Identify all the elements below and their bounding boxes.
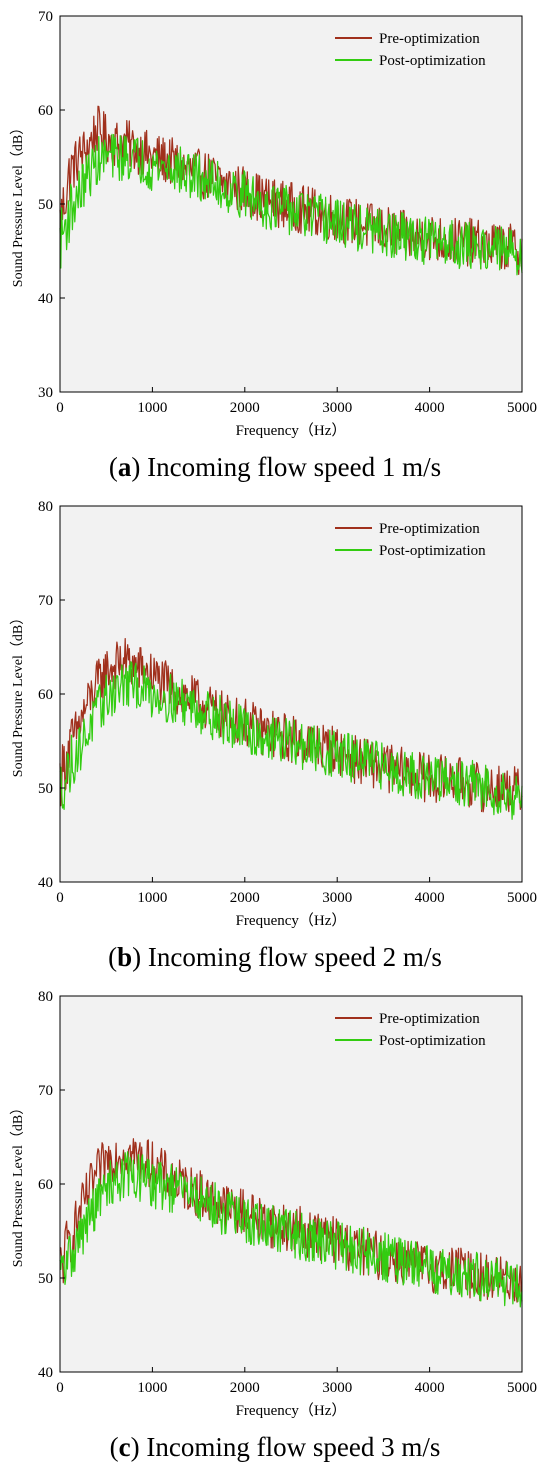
x-tick-label-c-0: 0 xyxy=(56,1380,64,1396)
y-tick-label-a-1: 40 xyxy=(38,291,53,307)
caption-b-text: Incoming flow speed 2 m/s xyxy=(147,942,442,972)
legend-label-a-post: Post-optimization xyxy=(379,53,486,69)
x-tick-label-b-3: 3000 xyxy=(322,890,352,906)
chart-c-svg: 0 1000 2000 3000 4000 5000 40 50 60 70 80 Frequency… xyxy=(10,989,537,1419)
legend-label-c-pre: Pre-optimization xyxy=(379,1011,480,1027)
x-tick-label-a-3: 3000 xyxy=(322,400,352,416)
y-tick-label-c-0: 40 xyxy=(38,1365,53,1381)
y-tick-label-c-1: 50 xyxy=(38,1271,53,1287)
caption-b-tag: b xyxy=(117,942,133,972)
y-tick-label-c-4: 80 xyxy=(38,989,53,1005)
chart-b-svg: 0 1000 2000 3000 4000 5000 40 50 60 70 80 Frequency… xyxy=(10,499,537,929)
caption-c-text: Incoming flow speed 3 m/s xyxy=(146,1432,441,1462)
y-tick-label-c-3: 70 xyxy=(38,1083,53,1099)
x-tick-label-c-2: 2000 xyxy=(230,1380,260,1396)
x-tick-label-c-1: 1000 xyxy=(137,1380,167,1396)
y-axis-label-b: Sound Pressure Level（dB） xyxy=(10,611,26,777)
y-tick-label-a-2: 50 xyxy=(38,197,53,213)
chart-panel-b: 0 1000 2000 3000 4000 5000 40 50 60 70 80 Frequency… xyxy=(0,490,550,980)
chart-panel-c: 0 1000 2000 3000 4000 5000 40 50 60 70 80 Frequency… xyxy=(0,980,550,1470)
chart-panel-a: 0 1000 2000 3000 4000 5000 30 40 50 60 70 Frequency… xyxy=(0,0,550,490)
x-tick-label-c-5: 5000 xyxy=(507,1380,537,1396)
y-tick-label-a-3: 60 xyxy=(38,103,53,119)
caption-a-tag: a xyxy=(117,452,132,482)
y-tick-label-b-2: 60 xyxy=(38,687,53,703)
x-axis-label-a: Frequency（Hz） xyxy=(236,422,347,439)
legend-label-a-pre: Pre-optimization xyxy=(379,31,480,47)
x-tick-label-a-0: 0 xyxy=(56,400,64,416)
y-axis-label-a: Sound Pressure Level（dB） xyxy=(10,121,26,287)
caption-b: (b) Incoming flow speed 2 m/s xyxy=(108,942,442,972)
y-tick-label-b-1: 50 xyxy=(38,781,53,797)
y-tick-label-b-3: 70 xyxy=(38,593,53,609)
x-tick-label-c-4: 4000 xyxy=(415,1380,445,1396)
series-line-a-post xyxy=(59,133,523,276)
x-tick-label-b-1: 1000 xyxy=(137,890,167,906)
y-tick-label-b-4: 80 xyxy=(38,499,53,515)
legend-label-b-pre: Pre-optimization xyxy=(379,521,480,537)
x-tick-label-a-2: 2000 xyxy=(230,400,260,416)
y-tick-label-b-0: 40 xyxy=(38,875,53,891)
x-tick-label-a-1: 1000 xyxy=(137,400,167,416)
x-axis-label-b: Frequency（Hz） xyxy=(236,912,347,929)
x-tick-label-b-2: 2000 xyxy=(230,890,260,906)
caption-c-tag: c xyxy=(118,1432,131,1462)
legend-label-b-post: Post-optimization xyxy=(379,543,486,559)
x-tick-label-b-5: 5000 xyxy=(507,890,537,906)
x-tick-label-b-4: 4000 xyxy=(415,890,445,906)
y-tick-label-a-4: 70 xyxy=(38,9,53,25)
caption-a: (a) Incoming flow speed 1 m/s xyxy=(108,452,442,482)
y-tick-label-a-0: 30 xyxy=(38,385,53,401)
legend-label-c-post: Post-optimization xyxy=(379,1033,486,1049)
caption-a-text: Incoming flow speed 1 m/s xyxy=(147,452,442,482)
y-axis-label-c: Sound Pressure Level（dB） xyxy=(10,1101,26,1267)
series-line-c-post xyxy=(59,1151,523,1308)
chart-a-svg: 0 1000 2000 3000 4000 5000 30 40 50 60 70 Frequency… xyxy=(10,9,537,439)
x-tick-label-a-5: 5000 xyxy=(507,400,537,416)
x-tick-label-c-3: 3000 xyxy=(322,1380,352,1396)
caption-c: (c) Incoming flow speed 3 m/s xyxy=(109,1432,441,1462)
y-tick-label-c-2: 60 xyxy=(38,1177,53,1193)
x-tick-label-b-0: 0 xyxy=(56,890,64,906)
x-axis-label-c: Frequency（Hz） xyxy=(236,1402,347,1419)
series-line-b-post xyxy=(59,661,523,820)
x-tick-label-a-4: 4000 xyxy=(415,400,445,416)
